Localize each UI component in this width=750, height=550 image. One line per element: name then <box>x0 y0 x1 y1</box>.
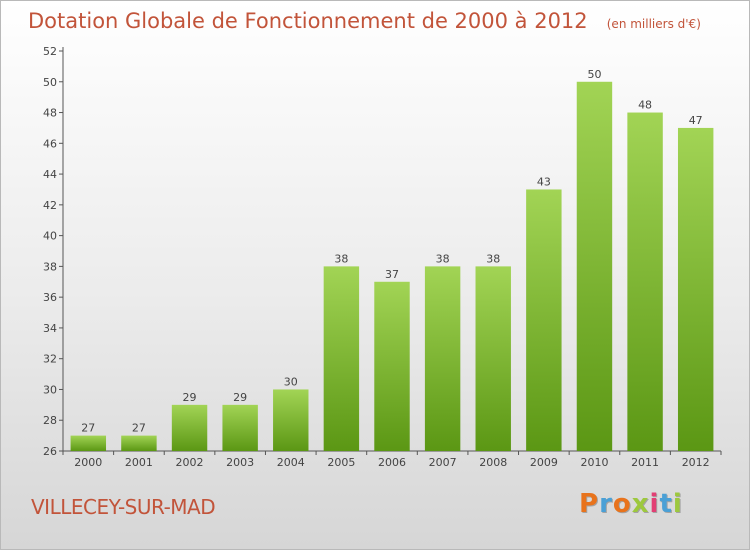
x-tick-label: 2011 <box>631 456 659 469</box>
bar-2009 <box>526 189 562 451</box>
bar-2002 <box>171 404 208 451</box>
data-label-2000: 27 <box>81 422 95 435</box>
x-tick-label: 2012 <box>682 456 710 469</box>
logo-letter: i <box>672 489 683 519</box>
x-tick-label: 2004 <box>277 456 305 469</box>
x-tick-label: 2009 <box>530 456 558 469</box>
data-label-2010: 50 <box>587 68 601 81</box>
x-tick-label: 2007 <box>429 456 457 469</box>
commune-name: VILLECEY-SUR-MAD <box>31 495 216 519</box>
data-label-2002: 29 <box>183 391 197 404</box>
bar-2010 <box>576 81 613 452</box>
unit-note: (en milliers d'€) <box>606 17 701 31</box>
title-row: Dotation Globale de Fonctionnement de 20… <box>28 9 701 33</box>
bar-2001 <box>121 435 157 451</box>
y-tick-label: 30 <box>43 383 57 396</box>
x-tick-label: 2000 <box>74 456 102 469</box>
x-tick-label: 2002 <box>176 456 204 469</box>
bar-2006 <box>374 281 410 451</box>
logo-letter: r <box>599 489 613 519</box>
y-tick-label: 38 <box>43 260 57 273</box>
y-tick-label: 48 <box>43 107 57 120</box>
y-tick-label: 36 <box>43 291 57 304</box>
data-label-2011: 48 <box>638 99 652 112</box>
bar-2004 <box>273 389 309 451</box>
x-tick-label: 2001 <box>125 456 153 469</box>
y-axis: 26 28 30 32 34 36 38 40 42 44 46 48 50 52 <box>43 45 64 458</box>
x-tick-label: 2008 <box>479 456 507 469</box>
logo-letter: i <box>649 489 660 519</box>
x-tick-label: 2005 <box>327 456 355 469</box>
chart-title: Dotation Globale de Fonctionnement de 20… <box>28 9 588 33</box>
logo-letter: t <box>659 489 673 519</box>
data-label-2003: 29 <box>233 391 247 404</box>
y-tick-label: 40 <box>43 230 57 243</box>
y-tick-label: 42 <box>43 199 57 212</box>
y-tick-label: 28 <box>43 414 57 427</box>
data-label-2012: 47 <box>689 114 703 127</box>
data-label-2006: 37 <box>385 268 399 281</box>
data-label-2004: 30 <box>284 375 298 388</box>
logo-letter: o <box>612 489 632 519</box>
bar-2005 <box>323 266 360 451</box>
data-label-2001: 27 <box>132 422 146 435</box>
bar-2008 <box>475 266 511 451</box>
proxiti-logo[interactable]: Proxiti <box>579 489 683 519</box>
y-tick-label: 26 <box>43 445 57 458</box>
y-tick-label: 46 <box>43 137 57 150</box>
y-tick-label: 34 <box>43 322 57 335</box>
data-label-2008: 38 <box>486 252 500 265</box>
y-tick-label: 32 <box>43 353 57 366</box>
bar-2007 <box>424 266 461 451</box>
bar-2012 <box>677 127 714 451</box>
data-labels: 27 27 29 29 30 38 37 38 38 43 50 48 47 <box>81 68 702 435</box>
y-tick-label: 50 <box>43 76 57 89</box>
x-axis: 2000 2001 2002 2003 2004 2005 2006 2007 2008 2009… <box>62 450 722 469</box>
data-label-2005: 38 <box>334 252 348 265</box>
logo-letter: x <box>631 489 650 519</box>
y-tick-label: 52 <box>43 45 57 58</box>
x-tick-label: 2006 <box>378 456 406 469</box>
bar-2003 <box>222 404 258 451</box>
bars <box>70 81 714 452</box>
y-tick-label: 44 <box>43 168 57 181</box>
bar-2011 <box>627 112 663 452</box>
data-label-2007: 38 <box>436 252 450 265</box>
x-tick-label: 2010 <box>580 456 608 469</box>
x-tick-label: 2003 <box>226 456 254 469</box>
data-label-2009: 43 <box>537 175 551 188</box>
logo-letter: P <box>579 489 600 519</box>
bar-2000 <box>70 435 107 451</box>
